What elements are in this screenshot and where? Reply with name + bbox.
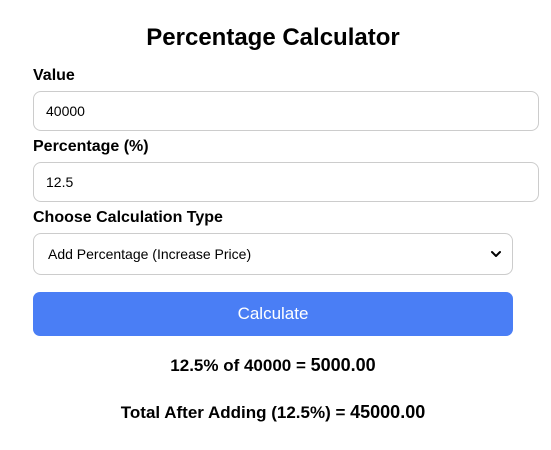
calculate-button[interactable]: Calculate — [33, 292, 513, 336]
calc-type-select[interactable]: Add Percentage (Increase Price) — [33, 233, 513, 275]
page-title: Percentage Calculator — [146, 24, 400, 51]
percentage-input[interactable] — [33, 162, 539, 202]
chevron-down-icon — [491, 251, 501, 257]
result-total-value: 45000.00 — [350, 402, 426, 422]
result-total: Total After Adding (12.5%) = 45000.00 — [33, 401, 513, 424]
percentage-label: Percentage (%) — [33, 138, 149, 155]
calc-type-selected-value: Add Percentage (Increase Price) — [48, 246, 252, 262]
value-label: Value — [33, 67, 75, 84]
result-percentage-value: 5000.00 — [310, 355, 376, 375]
result-percentage-text: 12.5% of 40000 = — [170, 356, 311, 375]
result-total-text: Total After Adding (12.5%) = — [120, 403, 351, 422]
result-percentage-amount: 12.5% of 40000 = 5000.00 — [33, 354, 513, 377]
value-input[interactable] — [33, 91, 539, 131]
calc-type-label: Choose Calculation Type — [33, 209, 223, 226]
